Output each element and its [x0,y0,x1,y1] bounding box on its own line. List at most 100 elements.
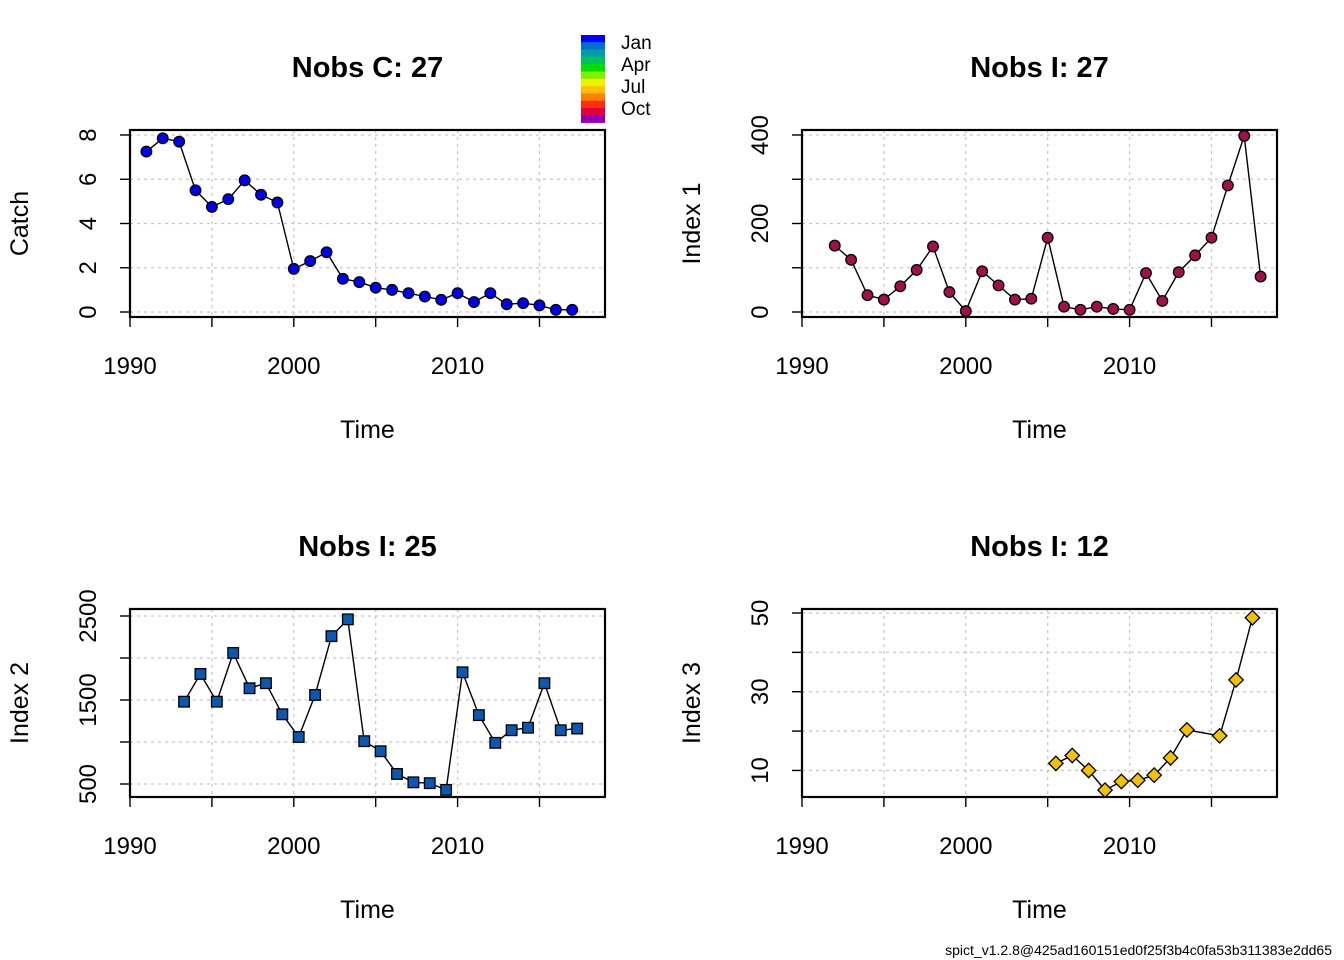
legend-swatch [581,42,605,50]
y-axis-label: Index 2 [6,662,34,744]
legend-swatch [581,93,605,101]
x-tick-label: 2000 [939,353,992,380]
data-point [255,188,267,201]
data-point [243,682,256,695]
data-point [440,783,453,796]
data-point [1172,266,1185,279]
data-point [959,305,972,318]
legend-swatch [581,78,605,87]
legend-swatch [581,35,605,43]
y-tick-label: 2 [75,261,102,274]
y-axis-label: Index 3 [678,662,706,744]
legend-swatch [581,86,605,94]
data-point [1211,727,1228,744]
y-tick-label: 0 [75,305,102,318]
data-point [1129,772,1146,789]
data-point [484,287,497,300]
data-point [369,281,382,294]
legend-swatch [581,64,605,72]
month-legend: Jan Apr Jul Oct [581,33,652,123]
data-point [1074,303,1087,316]
data-point [341,613,354,626]
y-tick-label: 30 [747,678,774,705]
data-point [178,695,191,708]
y-tick-label: 10 [747,757,774,784]
x-tick-label: 2000 [939,833,992,860]
data-point [189,184,202,197]
data-point [500,298,513,311]
data-point [1008,293,1021,306]
data-point [140,145,153,158]
data-point [1096,782,1114,799]
legend-label-oct: Oct [621,99,651,120]
data-point [1058,300,1071,313]
data-point [320,246,333,259]
data-point [894,280,907,293]
legend-swatch [581,71,605,80]
chart-title: Nobs I: 27 [970,52,1109,84]
series-line [183,617,578,791]
data-point [571,722,584,735]
x-tick-label: 2010 [431,833,484,860]
data-point [391,767,403,780]
data-point [877,293,890,306]
plot-frame [128,607,607,799]
y-tick-label: 500 [75,764,102,804]
data-point [1178,721,1196,739]
data-point [238,174,251,187]
data-point [1146,767,1163,784]
data-point [407,776,420,789]
data-point [1123,303,1136,316]
data-point [976,265,989,278]
x-axis-label: Time [340,896,395,924]
legend-label-jul: Jul [621,77,645,98]
x-tick-label: 1990 [775,353,828,380]
data-point [861,289,874,302]
data-point [1025,292,1038,305]
data-point [173,135,186,148]
data-point [210,695,223,708]
data-point [472,709,485,722]
legend-swatch [581,115,605,123]
data-point [336,272,349,285]
data-point [1205,231,1218,244]
data-point [1254,270,1267,283]
legend-swatch [581,100,605,109]
data-point [1227,671,1245,689]
data-point [1244,609,1261,626]
plot-frame [800,607,1279,799]
x-tick-label: 2000 [267,353,320,380]
data-point [538,677,551,690]
data-point [276,708,289,721]
data-point [489,736,502,749]
data-point [1113,773,1130,790]
data-point [1107,302,1120,315]
chart-panel-2: 1990 2000 2010 0 200 400 Nobs I: 27 Time Index 1 [678,52,1279,444]
data-point [1156,294,1169,307]
data-point [287,262,300,275]
y-axis-label: Catch [6,191,34,256]
y-tick-label: 1500 [75,673,102,726]
data-point [402,287,415,300]
data-point [1090,300,1103,313]
version-footer: spict_v1.2.8@425ad160151ed0f25f3b4c0fa53… [945,942,1332,958]
x-tick-label: 2000 [267,833,320,860]
x-tick-label: 2010 [1103,353,1156,380]
x-tick-label: 1990 [775,833,828,860]
data-point [156,132,169,145]
chart-title: Nobs C: 27 [292,52,443,84]
data-point [517,297,530,310]
data-point [358,735,371,748]
data-point [271,196,284,209]
data-point [374,745,387,758]
data-point [292,731,305,743]
data-point [386,283,399,296]
x-axis-label: Time [340,416,395,444]
data-point [1189,249,1202,262]
y-tick-label: 400 [747,115,774,155]
y-tick-label: 6 [75,173,102,186]
data-point [554,724,567,737]
data-point [1238,129,1251,142]
